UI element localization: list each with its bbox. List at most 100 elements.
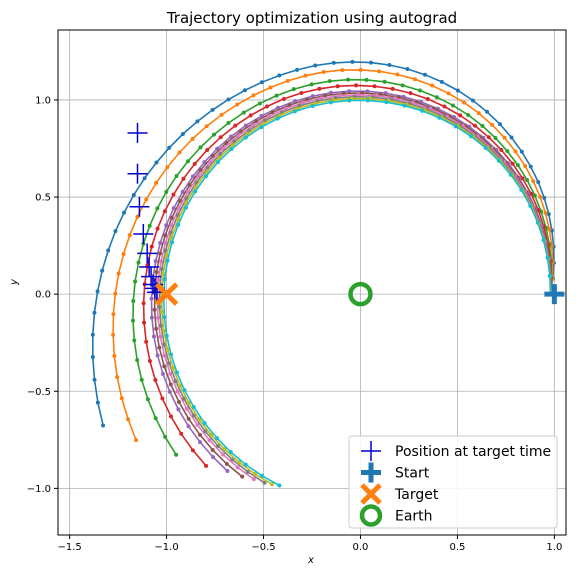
trajectory-point [192, 161, 197, 166]
trajectory-point [405, 67, 410, 72]
trajectory-point [520, 176, 525, 181]
trajectory-point [151, 334, 156, 339]
trajectory-point [259, 125, 264, 130]
trajectory-point [523, 163, 528, 168]
trajectory-point [176, 222, 181, 227]
trajectory-point [384, 100, 389, 105]
trajectory-point [175, 389, 180, 394]
trajectory-point [453, 124, 458, 129]
trajectory-point [197, 417, 202, 422]
trajectory-point [387, 62, 392, 67]
trajectory-point [122, 210, 127, 215]
trajectory-point [205, 147, 210, 152]
trajectory-line [153, 92, 552, 478]
chart-title: Trajectory optimization using autograd [166, 9, 457, 27]
legend-label: Start [395, 466, 430, 482]
legend-marker [359, 504, 383, 527]
trajectory-point [458, 113, 463, 118]
target-time-position-marker [129, 196, 150, 217]
marker-d2 [360, 483, 382, 505]
trajectory-point [469, 134, 474, 139]
trajectory-point [202, 160, 207, 165]
trajectory-point [216, 444, 221, 449]
trajectory-point [126, 417, 131, 422]
trajectory-point [136, 260, 141, 265]
trajectory-point [310, 104, 315, 109]
trajectory-point [163, 434, 168, 439]
trajectory-point [354, 83, 359, 88]
y-tick-label: 0.0 [35, 290, 51, 301]
trajectory-point [174, 174, 179, 179]
trajectory-point [437, 115, 442, 120]
trajectory-point [182, 388, 187, 393]
trajectory-point [383, 91, 388, 96]
trajectory-point [177, 150, 182, 155]
trajectory-point [155, 315, 160, 320]
trajectory-point [542, 195, 547, 200]
trajectory-point [287, 103, 292, 108]
trajectory-point [153, 377, 158, 382]
trajectory-point [169, 215, 174, 220]
trajectory-point [141, 301, 146, 306]
trajectory-point [193, 189, 198, 194]
trajectory-point [92, 377, 97, 382]
trajectory-point [317, 86, 322, 91]
trajectory-point [167, 361, 172, 366]
trajectory-point [218, 135, 223, 140]
trajectory-point [519, 149, 524, 154]
trajectory-point [364, 77, 369, 82]
trajectory-line [92, 61, 555, 426]
trajectory-point [95, 289, 100, 294]
trajectory-point [178, 199, 183, 204]
trajectory-point [154, 180, 159, 185]
trajectory-point [169, 235, 174, 240]
trajectory-point [154, 326, 159, 331]
trajectory-point [293, 99, 298, 104]
trajectory-point [131, 192, 136, 197]
target-time-position-marker [137, 243, 158, 264]
trajectory-point [215, 146, 220, 151]
trajectory-point [358, 67, 363, 72]
trajectory-point [185, 189, 190, 194]
trajectory-point [186, 416, 191, 421]
trajectory-point [187, 183, 192, 188]
trajectory-point [176, 206, 181, 211]
y-tick-label: 1.0 [35, 95, 51, 106]
trajectory-point [402, 103, 407, 108]
trajectory-point [203, 174, 208, 179]
trajectory-point [190, 174, 195, 179]
trajectory-point [203, 429, 208, 434]
trajectory-point [395, 72, 400, 77]
x-tick-label: 0.5 [449, 542, 465, 553]
trajectory-point [160, 371, 165, 376]
trajectory-point [100, 268, 105, 273]
trajectory-point [229, 147, 234, 152]
trajectory-point [242, 88, 247, 93]
trajectory-point [541, 237, 546, 242]
trajectory-point [116, 271, 121, 276]
legend: Position at target time Start Target Earth [348, 435, 558, 529]
trajectory-point [331, 60, 336, 65]
trajectory-point [372, 84, 377, 89]
trajectory-point [202, 421, 207, 426]
trajectory-point [149, 244, 154, 249]
trajectory-point [162, 314, 167, 319]
trajectory-point [197, 432, 202, 437]
trajectory-point [216, 160, 221, 165]
trajectory-point [341, 91, 346, 96]
trajectory-point [160, 396, 165, 401]
trajectory-point [219, 112, 224, 117]
trajectory-point [510, 161, 515, 166]
trajectory-point [133, 279, 138, 284]
trajectory-point [305, 97, 310, 102]
trajectory-point [365, 89, 370, 94]
trajectory-point [425, 97, 430, 102]
trajectory-point [132, 338, 137, 343]
trajectory-point [168, 230, 173, 235]
trajectory-point [131, 298, 136, 303]
trajectory-point [490, 122, 495, 127]
x-tick-label: −1.0 [154, 542, 178, 553]
trajectory-point [157, 345, 162, 350]
trajectory-point [204, 124, 209, 129]
